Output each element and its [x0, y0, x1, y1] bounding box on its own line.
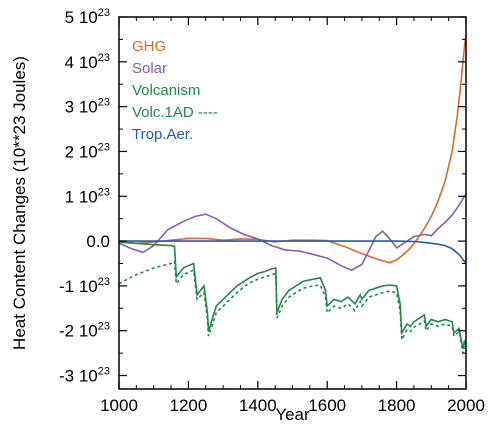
legend-entry: Volcanism — [132, 82, 200, 99]
y-tick-label: -2 1023 — [59, 321, 110, 341]
legend: GHG Solar Volcanism Volc.1AD ---- Trop.Aer. — [132, 38, 218, 143]
x-tick-label: 1200 — [169, 396, 207, 415]
y-tick-label: -1 1023 — [59, 276, 110, 296]
y-tick-exponent: 23 — [98, 52, 110, 64]
x-tick-label: 1400 — [239, 396, 277, 415]
y-tick-label: 5 1023 — [65, 7, 110, 27]
y-tick-base: 2 10 — [65, 142, 98, 161]
plot-frame — [118, 16, 467, 390]
series-line-0 — [118, 34, 467, 264]
y-tick-exponent: 23 — [98, 141, 110, 153]
series-line-1 — [118, 193, 467, 272]
y-tick-exponent: 23 — [98, 186, 110, 198]
y-tick-base: -2 10 — [59, 322, 98, 341]
legend-entry: Trop.Aer. — [132, 126, 193, 143]
series-line-4 — [119, 240, 467, 264]
y-tick-label: 1 1023 — [65, 186, 110, 206]
x-tick-label: 1600 — [308, 396, 346, 415]
series-line-3 — [118, 259, 467, 354]
y-tick-exponent: 23 — [98, 321, 110, 333]
x-tick-label: 1800 — [378, 396, 416, 415]
series-line-2 — [118, 241, 467, 349]
x-axis-label: Year — [275, 405, 310, 424]
y-tick-base: 1 10 — [65, 187, 98, 206]
y-tick-exponent: 23 — [98, 366, 110, 378]
y-tick-exponent: 23 — [98, 7, 110, 19]
y-tick-label: 2 1023 — [65, 141, 110, 161]
y-tick-base: -3 10 — [59, 367, 98, 386]
y-tick-label: 4 1023 — [65, 52, 110, 72]
y-tick-base: 3 10 — [65, 98, 98, 117]
series-layer — [118, 34, 467, 354]
legend-entry: Solar — [132, 60, 167, 77]
y-tick-exponent: 23 — [98, 97, 110, 109]
x-tick-label: 1000 — [100, 396, 138, 415]
legend-entry: GHG — [132, 38, 166, 55]
y-tick-base: -1 10 — [59, 277, 98, 296]
y-axis-label: Heat Content Changes (10**23 Joules) — [10, 56, 29, 350]
y-tick-label: 0.0 — [86, 232, 110, 251]
x-tick-label: 2000 — [447, 396, 485, 415]
y-tick-label: -3 1023 — [59, 366, 110, 386]
y-tick-base: 5 10 — [65, 8, 98, 27]
y-tick-label: 3 1023 — [65, 97, 110, 117]
legend-entry: Volc.1AD ---- — [132, 104, 218, 121]
y-tick-base: 0.0 — [86, 232, 110, 251]
y-tick-exponent: 23 — [98, 276, 110, 288]
y-tick-base: 4 10 — [65, 53, 98, 72]
